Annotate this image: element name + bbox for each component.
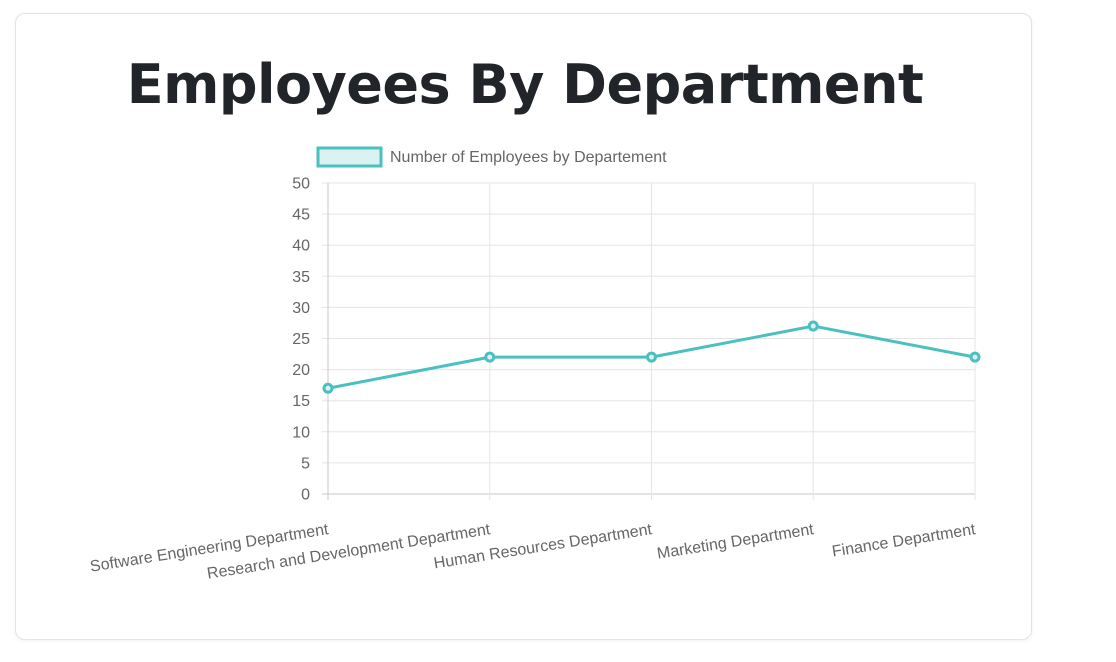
data-point[interactable] bbox=[969, 351, 981, 363]
x-tick-label: Finance Department bbox=[831, 521, 977, 561]
y-tick-label: 10 bbox=[292, 424, 310, 441]
y-tick-label: 50 bbox=[292, 176, 310, 193]
data-point[interactable] bbox=[646, 351, 657, 363]
data-point[interactable] bbox=[484, 351, 496, 363]
data-point[interactable] bbox=[322, 382, 334, 394]
y-tick-label: 35 bbox=[292, 269, 310, 286]
x-tick-label: Research and Development Department bbox=[206, 521, 492, 583]
y-tick-label: 5 bbox=[301, 455, 310, 472]
legend-label[interactable]: Number of Employees by Departement bbox=[390, 149, 667, 166]
data-point[interactable] bbox=[807, 320, 819, 332]
y-tick-label: 40 bbox=[292, 238, 310, 255]
series-layer bbox=[322, 320, 981, 394]
y-tick-label: 15 bbox=[292, 393, 310, 410]
y-tick-label: 30 bbox=[292, 300, 310, 317]
page-title: Employees By Department bbox=[126, 53, 924, 116]
legend-swatch[interactable] bbox=[316, 146, 383, 168]
y-tick-label: 25 bbox=[292, 331, 310, 348]
chart-card bbox=[15, 13, 1032, 640]
x-tick-label: Marketing Department bbox=[656, 521, 816, 563]
y-tick-label: 0 bbox=[301, 487, 310, 504]
y-tick-label: 45 bbox=[292, 207, 310, 224]
y-tick-label: 20 bbox=[292, 362, 310, 379]
legend[interactable]: Number of Employees by Departement bbox=[316, 146, 667, 168]
grid bbox=[322, 182, 976, 500]
